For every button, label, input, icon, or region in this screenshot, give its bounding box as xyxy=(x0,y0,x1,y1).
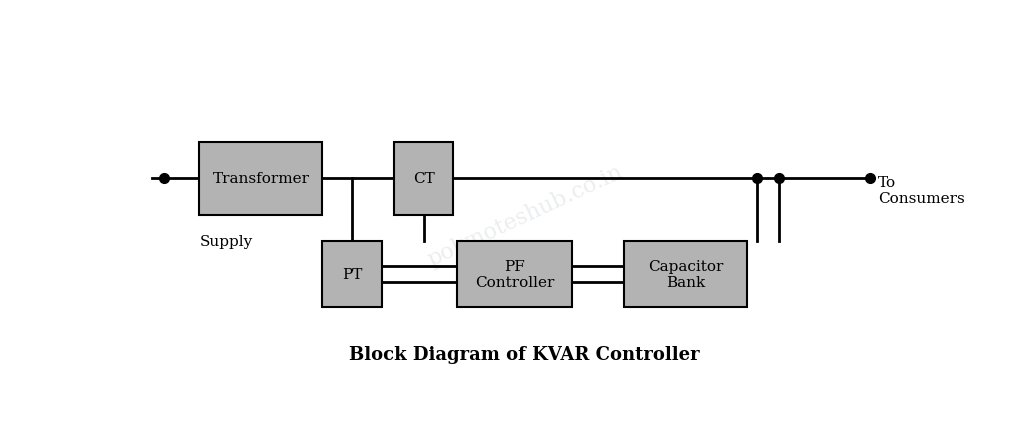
Text: PT: PT xyxy=(342,267,362,281)
FancyBboxPatch shape xyxy=(323,242,382,307)
Text: PF
Controller: PF Controller xyxy=(475,259,555,289)
FancyBboxPatch shape xyxy=(394,143,454,215)
Text: Transformer: Transformer xyxy=(212,172,309,186)
Text: Capacitor
Bank: Capacitor Bank xyxy=(648,259,723,289)
Text: polynoteshub.co.in: polynoteshub.co.in xyxy=(424,160,626,270)
FancyBboxPatch shape xyxy=(200,143,323,215)
FancyBboxPatch shape xyxy=(458,242,572,307)
Text: To
Consumers: To Consumers xyxy=(878,176,965,206)
FancyBboxPatch shape xyxy=(624,242,748,307)
Text: Block Diagram of KVAR Controller: Block Diagram of KVAR Controller xyxy=(349,345,700,363)
Text: Supply: Supply xyxy=(200,235,253,249)
Text: CT: CT xyxy=(413,172,434,186)
